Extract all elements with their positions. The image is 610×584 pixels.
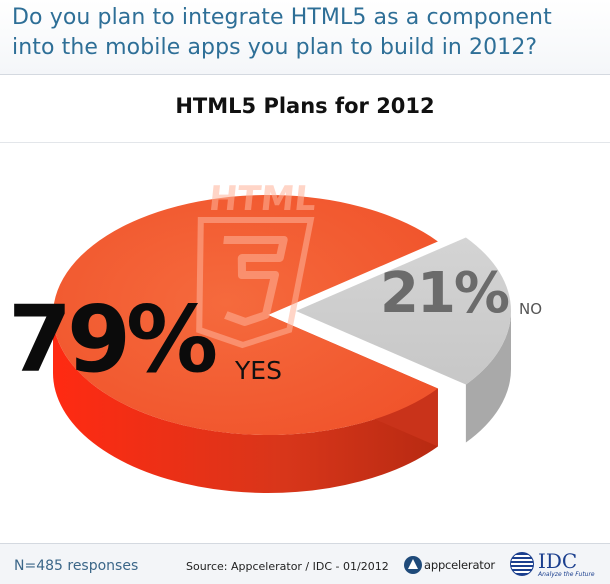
appcelerator-mark-icon [404, 556, 422, 574]
slice-label-yes: YES [235, 356, 282, 385]
html5-shield-icon: HTML [196, 179, 318, 349]
slice-side-no [465, 311, 511, 443]
shield-five-glyph [223, 236, 288, 326]
slice-value-no: 21% [380, 261, 510, 326]
appcelerator-wordmark: appcelerator [424, 558, 495, 572]
source-credit: Source: Appcelerator / IDC - 01/2012 [186, 560, 389, 573]
question-text: Do you plan to integrate HTML5 as a comp… [12, 3, 602, 63]
question-line-1: Do you plan to integrate HTML5 as a comp… [12, 5, 552, 30]
shield-outline [196, 217, 315, 349]
question-line-2: into the mobile apps you plan to build i… [12, 35, 538, 60]
responses-count: N=485 responses [14, 558, 139, 574]
title-divider [0, 142, 610, 143]
slice-label-no: NO [519, 300, 543, 318]
idc-tagline: Analyze the Future [538, 571, 595, 578]
chart-title: HTML5 Plans for 2012 [175, 94, 435, 118]
idc-logo: IDC Analyze the Future [510, 549, 606, 580]
slice-top-no [296, 237, 511, 385]
globe-icon [510, 552, 534, 576]
idc-wordmark: IDC [538, 549, 578, 573]
slice-top-yes [53, 195, 438, 435]
pie-chart: HTML [53, 179, 511, 494]
footer: N=485 responses Source: Appcelerator / I… [0, 543, 610, 584]
question-banner: Do you plan to integrate HTML5 as a comp… [0, 0, 610, 75]
slice-side-yes [53, 315, 438, 494]
appcelerator-logo: appcelerator [404, 553, 502, 577]
emblem-text: HTML [207, 179, 318, 219]
slice-value-yes: 79% [8, 286, 218, 393]
